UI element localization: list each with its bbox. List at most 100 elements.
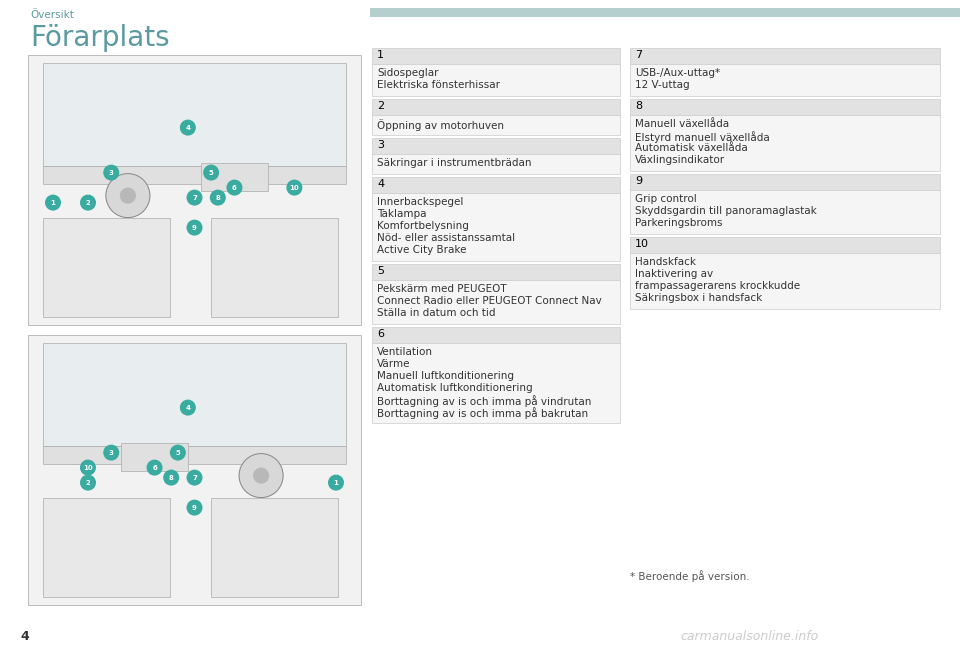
Text: Pekskärm med PEUGEOT: Pekskärm med PEUGEOT [377,284,507,294]
Text: 2: 2 [85,480,90,485]
Circle shape [104,165,119,180]
Bar [630,237,940,253]
Bar [372,193,620,261]
Text: 4: 4 [185,125,190,130]
Bar [372,343,620,423]
Text: 9: 9 [192,225,197,230]
Circle shape [253,468,269,484]
Text: Inaktivering av: Inaktivering av [635,269,713,279]
Circle shape [106,173,150,217]
Bar [372,327,620,343]
Bar [372,154,620,174]
Text: 3: 3 [377,140,384,150]
Text: Manuell växellåda: Manuell växellåda [635,119,730,129]
Circle shape [170,445,186,461]
Text: Handskfack: Handskfack [635,257,696,267]
Text: Taklampa: Taklampa [377,209,426,219]
Text: 9: 9 [192,505,197,511]
Text: 2: 2 [85,200,90,206]
Text: Säkringsbox i handsfack: Säkringsbox i handsfack [635,293,762,303]
Bar [43,343,346,446]
Bar [43,446,346,463]
Text: 5: 5 [377,266,384,276]
Text: Parkeringsbroms: Parkeringsbroms [635,218,723,228]
Circle shape [227,180,243,195]
Text: 9: 9 [635,176,642,186]
Circle shape [147,459,162,476]
Text: 3: 3 [108,169,113,176]
Circle shape [186,190,203,206]
Text: 3: 3 [108,450,113,456]
Text: 7: 7 [192,474,197,481]
Text: USB-/Aux-uttag*: USB-/Aux-uttag* [635,68,720,78]
Bar [372,264,620,280]
Text: 8: 8 [169,474,174,481]
Text: Ventilation: Ventilation [377,347,433,357]
Text: Säkringar i instrumentbrädan: Säkringar i instrumentbrädan [377,158,532,168]
Bar [121,443,188,471]
Text: 5: 5 [208,169,213,176]
Bar [630,48,940,64]
Text: Automatisk luftkonditionering: Automatisk luftkonditionering [377,383,533,393]
Text: 10: 10 [635,239,649,249]
Text: 6: 6 [377,329,384,339]
Circle shape [239,454,283,498]
Bar [28,55,361,325]
Text: 4: 4 [377,179,384,189]
Bar [372,280,620,324]
Circle shape [186,219,203,236]
Bar [372,115,620,135]
Text: 7: 7 [192,195,197,201]
Text: Sidospeglar: Sidospeglar [377,68,439,78]
Circle shape [80,195,96,210]
Bar [28,335,361,605]
Text: 6: 6 [153,465,156,471]
Circle shape [180,119,196,136]
Circle shape [120,188,135,203]
Text: Värme: Värme [377,359,411,369]
Text: Elstyrd manuell växellåda: Elstyrd manuell växellåda [635,131,770,143]
Text: 7: 7 [635,50,642,60]
Text: Nöd- eller assistanssamtal: Nöd- eller assistanssamtal [377,233,516,243]
Circle shape [80,474,96,491]
Text: Skyddsgardin till panoramaglastak: Skyddsgardin till panoramaglastak [635,206,817,216]
Circle shape [186,500,203,515]
Text: 4: 4 [185,404,190,411]
Text: carmanualsonline.info: carmanualsonline.info [680,630,818,643]
Bar [630,174,940,190]
Bar [372,48,620,64]
Bar [43,165,346,184]
Circle shape [210,190,226,206]
Bar [372,64,620,96]
Text: 2: 2 [377,101,384,111]
Text: Ställa in datum och tid: Ställa in datum och tid [377,308,495,318]
Text: Grip control: Grip control [635,194,697,204]
Text: 12 V-uttag: 12 V-uttag [635,80,689,90]
Text: Connect Radio eller PEUGEOT Connect Nav: Connect Radio eller PEUGEOT Connect Nav [377,296,602,306]
Bar [630,253,940,309]
Bar [370,8,960,17]
Circle shape [186,470,203,485]
Bar [372,177,620,193]
Text: Elektriska fönsterhissar: Elektriska fönsterhissar [377,80,500,90]
Text: Komfortbelysning: Komfortbelysning [377,221,468,231]
Text: 1: 1 [333,480,339,485]
Text: 6: 6 [232,184,237,191]
Circle shape [328,474,344,491]
Bar [43,63,346,165]
Text: * Beroende på version.: * Beroende på version. [630,570,750,582]
Bar [372,99,620,115]
Text: Öppning av motorhuven: Öppning av motorhuven [377,119,504,131]
Text: Växlingsindikator: Växlingsindikator [635,155,725,165]
Circle shape [286,180,302,195]
Text: Borttagning av is och imma på vindrutan: Borttagning av is och imma på vindrutan [377,395,591,407]
Bar [43,498,170,597]
Text: Förarplats: Förarplats [30,24,170,52]
Bar [630,64,940,96]
Circle shape [80,459,96,476]
Text: Borttagning av is och imma på bakrutan: Borttagning av is och imma på bakrutan [377,407,588,419]
Text: 1: 1 [51,200,56,206]
Text: 1: 1 [377,50,384,60]
Circle shape [104,445,119,461]
Bar [43,217,170,317]
